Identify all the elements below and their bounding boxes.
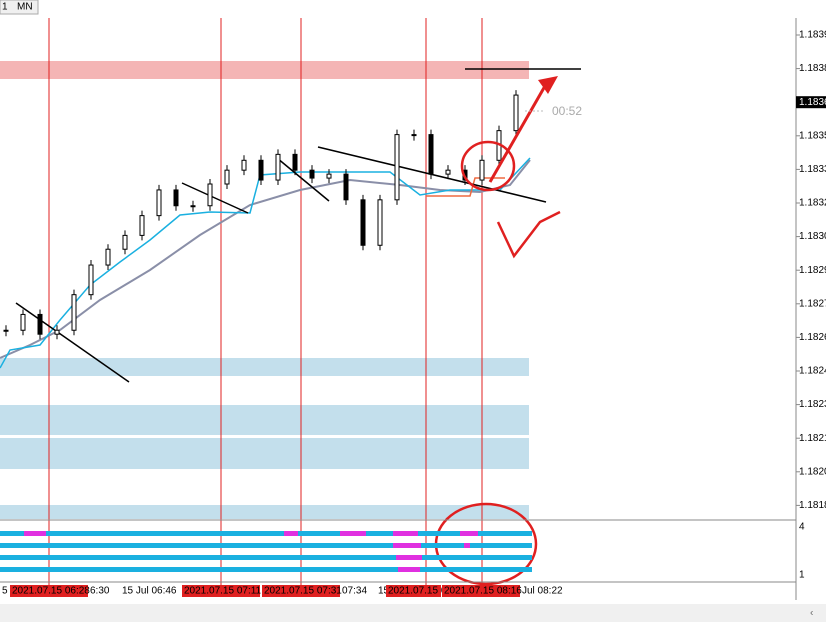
candle-body bbox=[292, 153, 298, 171]
support-zone bbox=[0, 505, 529, 519]
price-label: 1.1830 bbox=[799, 231, 826, 242]
candle-body bbox=[360, 199, 366, 246]
current-price-box bbox=[796, 96, 826, 109]
candle-body bbox=[309, 169, 315, 179]
price-label: 1.1820 bbox=[799, 466, 826, 477]
support-zone bbox=[0, 405, 529, 435]
candle-body bbox=[377, 199, 383, 246]
price-label: 1.1836 bbox=[799, 97, 826, 108]
candle-body bbox=[326, 173, 332, 179]
resistance-zone bbox=[0, 61, 529, 79]
indicator-segment bbox=[396, 555, 422, 560]
time-label: 2021.07.15 08:16 bbox=[444, 586, 522, 597]
indicator-segment bbox=[398, 567, 420, 572]
candle-body bbox=[3, 329, 9, 332]
scrollbar[interactable] bbox=[0, 604, 826, 622]
arrow-head bbox=[538, 76, 558, 94]
trendline bbox=[15, 302, 130, 383]
price-label: 1.1829 bbox=[799, 265, 826, 276]
candle-body bbox=[207, 183, 213, 207]
candle-body bbox=[139, 215, 145, 236]
candle-body bbox=[105, 248, 111, 266]
trendline bbox=[181, 182, 249, 214]
time-marker-box bbox=[386, 585, 441, 597]
price-label: 1.1833 bbox=[799, 164, 826, 175]
moving-average bbox=[0, 159, 531, 359]
candle-body bbox=[54, 329, 60, 335]
time-marker-box bbox=[10, 585, 88, 597]
candle-body bbox=[37, 313, 43, 335]
indicator-segment bbox=[393, 543, 421, 548]
time-label: 07:34 bbox=[342, 586, 367, 597]
arrow bbox=[488, 85, 547, 183]
candle-body bbox=[258, 159, 264, 181]
time-label: 2021.07.15 06:28 bbox=[12, 586, 90, 597]
price-label: 1.1839 bbox=[799, 30, 826, 41]
tab-bar bbox=[0, 0, 39, 15]
indicator-label: 1 bbox=[799, 570, 805, 581]
candle-body bbox=[275, 153, 281, 181]
candle-body bbox=[20, 313, 26, 331]
support-zone bbox=[0, 438, 529, 469]
price-label: 1.1818 bbox=[799, 500, 826, 511]
price-label: 1.1835 bbox=[799, 130, 826, 141]
candle-body bbox=[428, 134, 434, 175]
indicator-segment bbox=[464, 543, 470, 548]
candle-body bbox=[411, 134, 417, 137]
indicator-segment bbox=[460, 531, 478, 536]
indicator-row bbox=[0, 555, 532, 560]
tab[interactable]: MN bbox=[17, 2, 33, 13]
scroll-arrow[interactable]: ‹ bbox=[810, 608, 813, 619]
candle-body bbox=[156, 189, 162, 217]
price-label: 1.1823 bbox=[799, 399, 826, 410]
indicator-segment bbox=[393, 531, 418, 536]
trendline bbox=[276, 157, 330, 202]
price-label: 1.1827 bbox=[799, 298, 826, 309]
indicator-segment bbox=[24, 531, 46, 536]
candle-body bbox=[394, 134, 400, 201]
candle-body bbox=[71, 294, 77, 331]
candle-body bbox=[445, 169, 451, 175]
time-marker-box bbox=[442, 585, 520, 597]
candle-body bbox=[224, 169, 230, 185]
price-label: 1.1824 bbox=[799, 366, 826, 377]
time-label: 6:30 bbox=[90, 586, 110, 597]
candle-body bbox=[173, 189, 179, 207]
time-label: Jul 08:22 bbox=[522, 586, 563, 597]
candle-body bbox=[241, 159, 247, 171]
time-label: 2021.07.15 0 bbox=[388, 586, 447, 597]
indicator-row bbox=[0, 567, 532, 572]
price-label: 1.1832 bbox=[799, 198, 826, 209]
candle-body bbox=[513, 94, 519, 132]
time-label: 2021.07.15 07:11 bbox=[184, 586, 262, 597]
countdown: 00:52 bbox=[552, 104, 582, 118]
price-label: 1.1826 bbox=[799, 332, 826, 343]
indicator-row bbox=[0, 543, 532, 548]
indicator-label: 4 bbox=[799, 522, 805, 533]
price-label: 1.1838 bbox=[799, 63, 826, 74]
time-label: 2021.07.15 07:31 bbox=[264, 586, 342, 597]
candle-body bbox=[343, 173, 349, 201]
indicator-segment bbox=[340, 531, 366, 536]
check-mark bbox=[496, 210, 561, 259]
time-label: 15 Jul 06:46 bbox=[122, 586, 177, 597]
candle-body bbox=[190, 205, 196, 208]
signal-line bbox=[426, 177, 505, 197]
time-marker-box bbox=[262, 585, 340, 597]
tab[interactable]: 1 bbox=[2, 2, 8, 13]
time-label: 5 J bbox=[2, 586, 15, 597]
candle-body bbox=[122, 234, 128, 250]
indicator-segment bbox=[284, 531, 298, 536]
circle-mark bbox=[460, 140, 516, 192]
candle-body bbox=[479, 159, 485, 181]
support-zone bbox=[0, 358, 529, 376]
time-label: 15 bbox=[378, 586, 390, 597]
candle-body bbox=[88, 264, 94, 296]
time-marker-box bbox=[182, 585, 260, 597]
indicator-row bbox=[0, 531, 532, 536]
